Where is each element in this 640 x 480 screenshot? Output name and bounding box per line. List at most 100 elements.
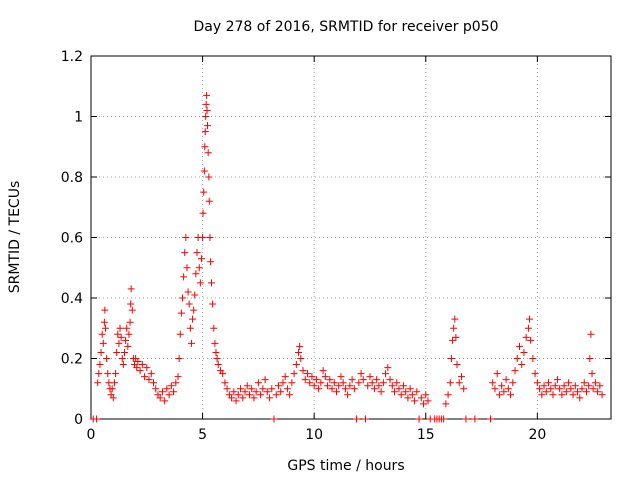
data-point bbox=[582, 388, 590, 396]
data-point bbox=[364, 382, 372, 390]
data-point bbox=[234, 391, 242, 399]
data-point bbox=[362, 415, 370, 423]
data-point bbox=[270, 415, 278, 423]
data-point bbox=[444, 391, 452, 399]
data-point bbox=[353, 415, 361, 423]
data-point bbox=[335, 382, 343, 390]
data-point bbox=[393, 379, 401, 387]
data-point bbox=[337, 373, 345, 381]
data-point bbox=[551, 382, 559, 390]
data-point bbox=[219, 370, 227, 378]
x-tick-label: 5 bbox=[198, 427, 207, 443]
data-point bbox=[182, 234, 190, 241]
data-point bbox=[533, 379, 541, 387]
data-point bbox=[585, 382, 593, 390]
data-point bbox=[462, 415, 470, 423]
data-point bbox=[451, 315, 459, 323]
data-point bbox=[321, 373, 329, 381]
data-point bbox=[158, 388, 166, 396]
axis-ticks: 0 0.2 0.4 0.6 0.8 1 1.2 0 5 10 15 20 bbox=[61, 49, 611, 443]
data-point bbox=[156, 394, 164, 402]
data-point bbox=[317, 379, 325, 387]
data-point bbox=[397, 391, 405, 399]
data-point bbox=[384, 364, 392, 372]
data-point bbox=[116, 324, 124, 332]
data-point bbox=[127, 285, 135, 293]
data-point bbox=[114, 330, 122, 338]
data-point bbox=[391, 388, 399, 396]
data-point bbox=[562, 388, 570, 396]
y-tick-label: 0.4 bbox=[61, 291, 83, 307]
data-point bbox=[101, 306, 109, 314]
x-axis-title: GPS time / hours bbox=[287, 458, 404, 474]
data-point bbox=[113, 348, 121, 356]
data-point bbox=[288, 379, 296, 387]
data-point bbox=[133, 364, 141, 372]
y-tick-label: 0 bbox=[74, 412, 83, 428]
chart-title: Day 278 of 2016, SRMTID for receiver p05… bbox=[193, 19, 498, 35]
data-point bbox=[299, 367, 307, 375]
data-point bbox=[296, 342, 304, 350]
data-point bbox=[203, 106, 211, 114]
data-point bbox=[402, 388, 410, 396]
y-tick-label: 0.8 bbox=[61, 170, 83, 186]
data-point bbox=[185, 300, 193, 308]
data-point bbox=[201, 128, 209, 136]
data-point bbox=[277, 388, 285, 396]
data-point bbox=[221, 379, 229, 387]
data-point bbox=[301, 376, 309, 384]
data-point bbox=[571, 382, 579, 390]
data-point bbox=[460, 385, 468, 393]
data-point bbox=[580, 379, 588, 387]
data-point bbox=[586, 355, 594, 362]
data-point bbox=[203, 122, 211, 130]
data-point bbox=[149, 379, 157, 387]
data-point bbox=[382, 370, 390, 378]
data-point bbox=[93, 415, 101, 423]
data-point bbox=[373, 376, 381, 384]
data-point bbox=[183, 264, 191, 272]
data-point bbox=[504, 385, 512, 393]
data-point bbox=[122, 336, 130, 344]
data-point bbox=[177, 309, 185, 317]
data-point bbox=[174, 373, 182, 381]
data-point bbox=[172, 379, 180, 387]
data-point bbox=[279, 379, 287, 387]
data-point bbox=[408, 391, 416, 399]
data-point bbox=[413, 388, 421, 396]
data-point bbox=[440, 415, 448, 423]
data-point bbox=[214, 361, 222, 369]
data-point bbox=[598, 391, 606, 399]
data-point bbox=[406, 385, 414, 393]
data-point bbox=[447, 355, 455, 362]
data-point bbox=[167, 382, 175, 390]
data-point bbox=[297, 355, 305, 362]
data-point bbox=[526, 315, 534, 323]
data-point bbox=[495, 391, 503, 399]
x-tick-label: 10 bbox=[305, 427, 323, 443]
y-tick-label: 1.2 bbox=[61, 49, 83, 65]
data-point bbox=[204, 149, 212, 157]
data-point bbox=[520, 348, 528, 356]
data-point bbox=[576, 394, 584, 402]
data-point bbox=[493, 370, 501, 378]
data-point bbox=[306, 379, 314, 387]
data-point bbox=[193, 249, 201, 257]
data-point bbox=[359, 376, 367, 384]
data-point bbox=[344, 391, 352, 399]
data-point bbox=[192, 270, 200, 278]
data-point bbox=[259, 385, 267, 393]
data-point bbox=[545, 379, 553, 387]
data-point bbox=[205, 197, 213, 205]
data-point bbox=[145, 376, 153, 384]
data-point bbox=[257, 391, 265, 399]
data-point bbox=[422, 391, 430, 399]
y-tick-label: 1 bbox=[74, 110, 83, 126]
data-point bbox=[268, 385, 276, 393]
data-point bbox=[366, 373, 374, 381]
data-point bbox=[455, 379, 463, 387]
data-point bbox=[368, 379, 376, 387]
data-point bbox=[147, 370, 155, 378]
data-point bbox=[308, 373, 316, 381]
data-point bbox=[241, 388, 249, 396]
